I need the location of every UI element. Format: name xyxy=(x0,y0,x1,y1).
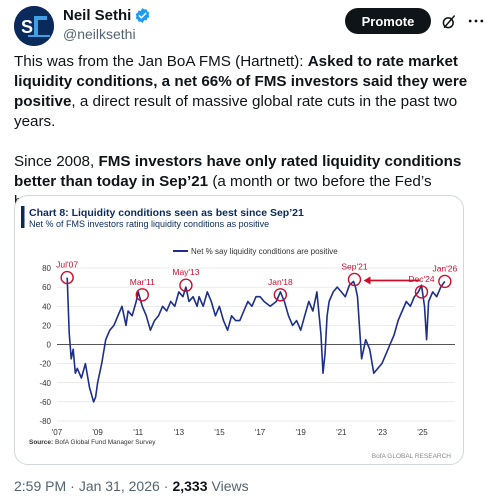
x-tick-label: '15 xyxy=(214,428,225,437)
chart-source: Source: BofA Global Fund Manager Survey xyxy=(29,439,156,446)
views-label: Views xyxy=(211,478,249,494)
annotation-label: Sep'21 xyxy=(341,261,367,271)
annotation-label: Jul'07 xyxy=(56,260,78,270)
tweet-paragraph-1: This was from the Jan BoA FMS (Hartnett)… xyxy=(14,52,482,132)
author-display-name[interactable]: Neil Sethi xyxy=(63,7,132,24)
x-tick-label: '25 xyxy=(417,428,428,437)
x-tick-label: '21 xyxy=(336,428,347,437)
y-tick-label: 20 xyxy=(42,321,51,330)
liquidity-chart: Chart 8: Liquidity conditions seen as be… xyxy=(21,206,458,460)
annotation-label: Jan'26 xyxy=(432,263,457,273)
y-tick-label: 40 xyxy=(42,302,51,311)
annotation-circle xyxy=(438,274,452,289)
y-tick-label: -40 xyxy=(39,379,51,388)
tweet-header: S Neil Sethi @neilksethi Promote xyxy=(0,0,491,50)
x-tick-label: '09 xyxy=(92,428,103,437)
avatar[interactable]: S xyxy=(14,6,54,46)
annotation-circle xyxy=(60,270,74,285)
y-tick-label: 60 xyxy=(42,283,51,292)
chart-title: Chart 8: Liquidity conditions seen as be… xyxy=(29,207,304,219)
tweet-footer: 2:59 PM · Jan 31, 2026 · 2,333 Views xyxy=(14,478,249,494)
y-tick-label: -20 xyxy=(39,360,51,369)
y-tick-label: -80 xyxy=(39,417,51,426)
x-tick-label: '11 xyxy=(133,428,143,437)
separator-dot: · xyxy=(163,478,169,494)
tweet-date[interactable]: Jan 31, 2026 xyxy=(78,478,160,494)
x-tick-label: '17 xyxy=(255,428,266,437)
annotation-label: Dec'24 xyxy=(408,274,434,284)
author-block: Neil Sethi @neilksethi xyxy=(63,7,151,42)
series-line xyxy=(66,277,446,403)
annotation-circle xyxy=(135,288,149,302)
chart-subtitle: Net % of FMS investors rating liquidity … xyxy=(29,219,269,229)
author-handle[interactable]: @neilksethi xyxy=(63,26,136,42)
verified-badge-icon xyxy=(136,8,150,23)
chart-image[interactable]: Chart 8: Liquidity conditions seen as be… xyxy=(14,195,464,465)
y-tick-label: 80 xyxy=(42,264,51,273)
tweet-text-run: This was from the Jan BoA FMS (Hartnett)… xyxy=(14,53,308,70)
separator-dot: · xyxy=(70,478,75,494)
annotation-label: Jan'18 xyxy=(268,277,293,287)
x-tick-label: '13 xyxy=(174,428,185,437)
y-tick-label: -60 xyxy=(39,398,51,407)
annotation-circle xyxy=(179,278,193,292)
x-tick-label: '07 xyxy=(52,428,63,437)
views-count: 2,333 xyxy=(172,478,208,494)
tweet-time[interactable]: 2:59 PM xyxy=(14,478,67,494)
annotation-label: May'13 xyxy=(172,267,199,277)
ns-logo-icon: S xyxy=(14,6,54,46)
x-tick-label: '23 xyxy=(377,428,388,437)
promote-button[interactable]: Promote xyxy=(345,8,431,34)
grok-icon[interactable] xyxy=(440,13,458,31)
svg-text:S: S xyxy=(21,17,33,37)
tweet-bold-text: FMS investors have only rated liquidity … xyxy=(14,153,462,190)
annotation-circle xyxy=(273,288,288,302)
x-tick-label: '19 xyxy=(295,428,306,437)
annotation-label: Mar'11 xyxy=(130,277,155,287)
title-accent-bar xyxy=(21,206,25,228)
tweet-text-run: , a direct result of massive global rate… xyxy=(14,93,458,130)
annotation-circle xyxy=(414,285,429,299)
brand-label: BofA GLOBAL RESEARCH xyxy=(372,453,452,460)
legend-label: Net % say liquidity conditions are posit… xyxy=(191,247,338,256)
y-tick-label: 0 xyxy=(47,341,52,350)
tweet-bold-text: Asked to rate market liquidity condition… xyxy=(14,53,468,110)
source-text: BofA Global Fund Manager Survey xyxy=(53,439,156,446)
source-prefix: Source: xyxy=(29,439,53,446)
annotation-arrow-head xyxy=(363,276,371,285)
tweet-text-run: Since 2008, xyxy=(14,153,99,170)
annotation-circle xyxy=(347,272,362,287)
more-options-icon[interactable] xyxy=(466,11,486,31)
